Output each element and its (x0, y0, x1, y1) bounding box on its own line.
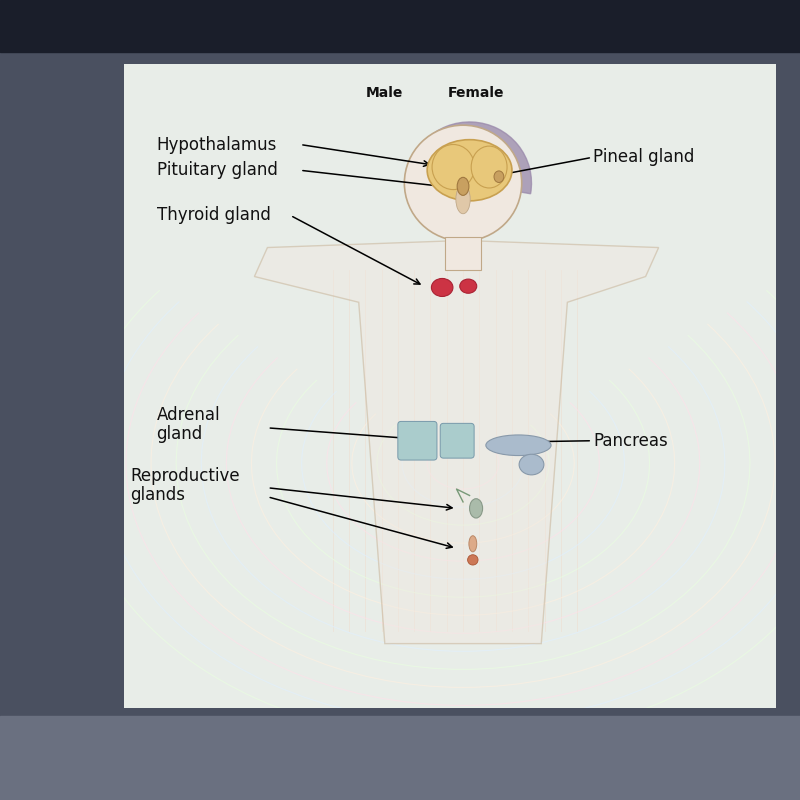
Text: gland: gland (157, 426, 203, 443)
Bar (445, 237, 482, 270)
Text: Female: Female (448, 86, 504, 100)
Text: Next: Next (484, 746, 521, 760)
Text: Pituitary gland: Pituitary gland (157, 162, 278, 179)
Text: Hypothalamus: Hypothalamus (157, 135, 277, 154)
Ellipse shape (457, 178, 469, 195)
Ellipse shape (486, 435, 551, 455)
Ellipse shape (427, 140, 512, 201)
Ellipse shape (494, 171, 504, 182)
Text: Adrenal: Adrenal (157, 406, 220, 424)
Text: Pineal gland: Pineal gland (594, 148, 695, 166)
Polygon shape (254, 241, 658, 643)
Text: glands: glands (130, 486, 186, 505)
FancyBboxPatch shape (440, 423, 474, 458)
Circle shape (404, 125, 522, 241)
Ellipse shape (432, 145, 474, 190)
Text: Thyroid gland: Thyroid gland (157, 206, 270, 224)
Ellipse shape (471, 146, 507, 188)
FancyBboxPatch shape (398, 422, 437, 460)
Text: Reproductive: Reproductive (130, 467, 240, 485)
Ellipse shape (460, 279, 477, 294)
Ellipse shape (469, 536, 477, 552)
Ellipse shape (456, 185, 470, 214)
Text: Save and Exit: Save and Exit (292, 746, 388, 760)
Ellipse shape (470, 498, 482, 518)
Wedge shape (408, 122, 531, 194)
Text: Pancreas: Pancreas (594, 432, 668, 450)
Text: 5: 5 (20, 18, 33, 36)
Text: 6: 6 (68, 18, 81, 36)
Ellipse shape (519, 454, 544, 475)
Text: S: S (590, 746, 599, 760)
Ellipse shape (431, 278, 453, 297)
Text: Male: Male (366, 86, 403, 100)
Circle shape (468, 554, 478, 565)
